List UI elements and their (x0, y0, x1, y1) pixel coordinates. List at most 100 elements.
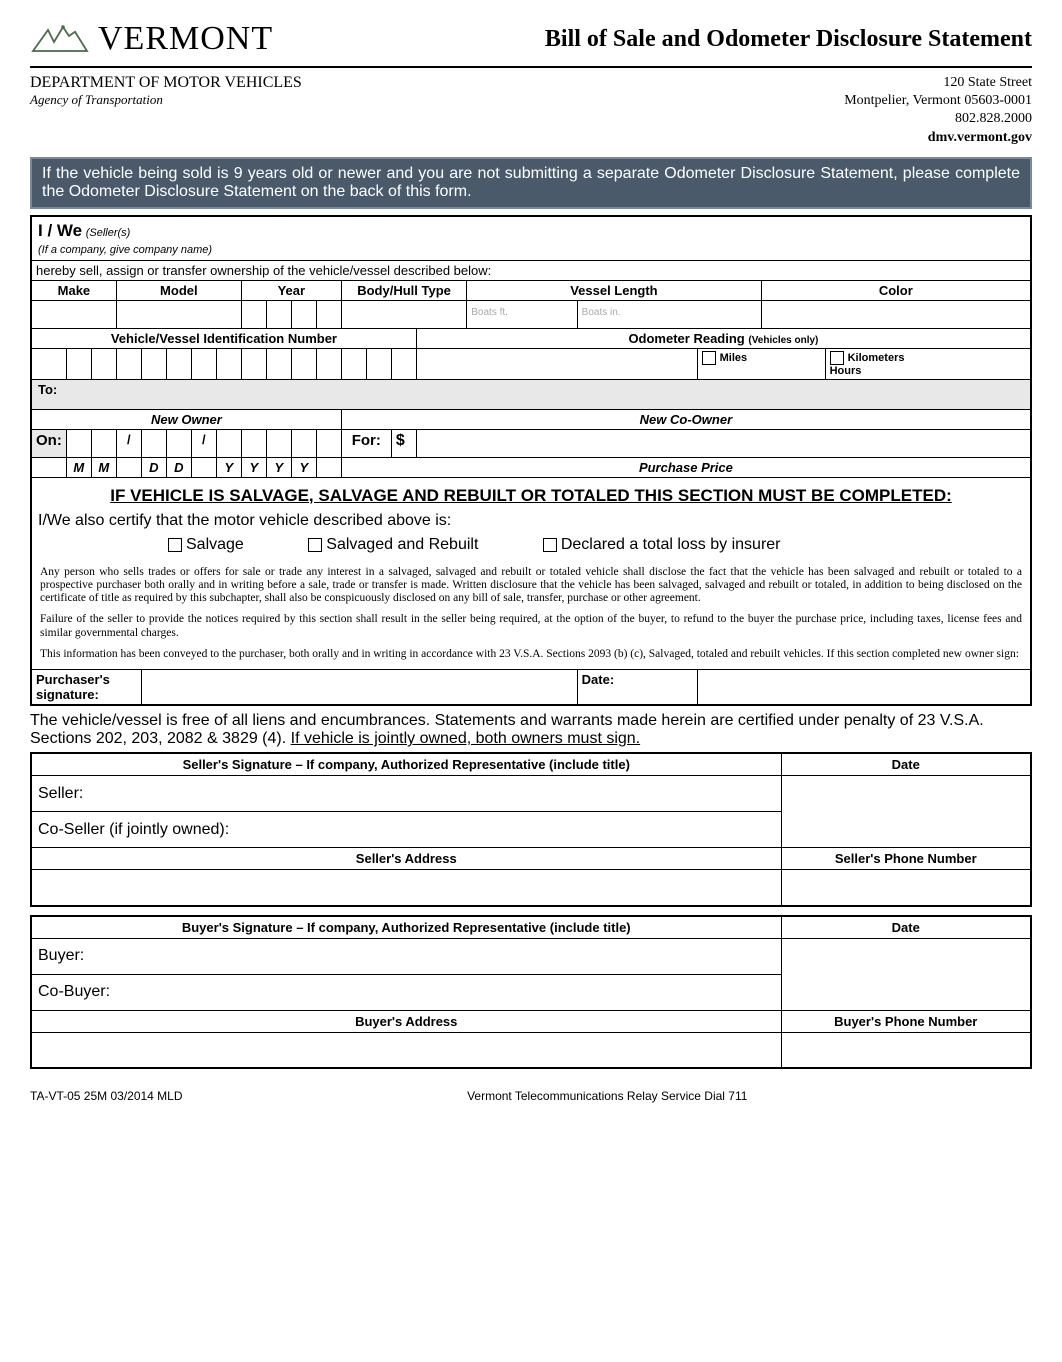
vin-3[interactable] (91, 348, 116, 379)
total-loss-checkbox[interactable] (543, 538, 557, 552)
buyer-sig-header: Buyer's Signature – If company, Authoriz… (31, 916, 781, 939)
to-label: To: (31, 379, 1031, 409)
date-y3[interactable] (266, 429, 291, 457)
seller-date-header: Date (781, 753, 1031, 776)
seller-addr-cell[interactable] (31, 870, 781, 906)
date-y1[interactable] (216, 429, 241, 457)
on-label: On: (31, 429, 66, 457)
page-title: Bill of Sale and Odometer Disclosure Sta… (545, 26, 1032, 53)
new-owner-hdr: New Owner (31, 409, 341, 429)
address-phone: 802.828.2000 (844, 110, 1032, 128)
model-input[interactable] (116, 300, 241, 328)
free-of-liens-text: The vehicle/vessel is free of all liens … (30, 712, 1032, 748)
sub-y1: Y (216, 457, 241, 477)
body-input[interactable] (341, 300, 466, 328)
date-sep2: / (191, 429, 216, 457)
date-y4[interactable] (291, 429, 316, 457)
iwe-cell: I / We (Seller(s) (If a company, give co… (31, 216, 1031, 261)
col-year: Year (241, 280, 341, 300)
odom-value[interactable] (416, 348, 697, 379)
vin-14[interactable] (366, 348, 391, 379)
salvage-rebuilt-checkbox[interactable] (308, 538, 322, 552)
miles-checkbox[interactable] (702, 351, 716, 365)
purchaser-sig-field[interactable] (141, 670, 577, 706)
buyer-phone-header: Buyer's Phone Number (781, 1010, 1031, 1032)
vessel-ft[interactable]: Boats ft. (467, 300, 577, 328)
buyer-phone-cell[interactable] (781, 1032, 1031, 1068)
purchaser-sig-label: Purchaser's signature: (31, 670, 141, 706)
year-d4[interactable] (316, 300, 341, 328)
make-input[interactable] (31, 300, 116, 328)
vin-6[interactable] (166, 348, 191, 379)
date-m2[interactable] (91, 429, 116, 457)
vin-1[interactable] (31, 348, 66, 379)
vin-8[interactable] (216, 348, 241, 379)
subheader: DEPARTMENT OF MOTOR VEHICLES Agency of T… (30, 74, 1032, 147)
vin-2[interactable] (66, 348, 91, 379)
vin-11[interactable] (291, 348, 316, 379)
date-m1[interactable] (66, 429, 91, 457)
vin-12[interactable] (316, 348, 341, 379)
salvage-para3: This information has been conveyed to th… (38, 644, 1024, 665)
for-label: For: (341, 429, 391, 457)
buyer-signature-table: Buyer's Signature – If company, Authoriz… (30, 915, 1032, 1070)
vin-5[interactable] (141, 348, 166, 379)
col-body: Body/Hull Type (341, 280, 466, 300)
salvage-certify: I/We also certify that the motor vehicle… (38, 510, 1024, 536)
address-line2: Montpelier, Vermont 05603-0001 (844, 92, 1032, 110)
footer-center: Vermont Telecommunications Relay Service… (467, 1089, 747, 1103)
coseller-sig-cell[interactable]: Co-Seller (if jointly owned): (31, 812, 781, 848)
vessel-in[interactable]: Boats in. (577, 300, 761, 328)
sub-y3: Y (266, 457, 291, 477)
new-coowner-hdr: New Co-Owner (341, 409, 1031, 429)
year-d1[interactable] (241, 300, 266, 328)
date-d2[interactable] (166, 429, 191, 457)
notice-bar: If the vehicle being sold is 9 years old… (30, 157, 1032, 209)
year-d2[interactable] (266, 300, 291, 328)
col-color: Color (761, 280, 1031, 300)
purchaser-date-field[interactable] (697, 670, 1031, 706)
salvage-para1: Any person who sells trades or offers fo… (38, 562, 1024, 610)
cobuyer-sig-cell[interactable]: Co-Buyer: (31, 974, 781, 1010)
col-vessel-length: Vessel Length (467, 280, 761, 300)
salvage-section: IF VEHICLE IS SALVAGE, SALVAGE AND REBUI… (31, 477, 1031, 669)
seller-sig-cell[interactable]: Seller: (31, 776, 781, 812)
date-sep1: / (116, 429, 141, 457)
col-model: Model (116, 280, 241, 300)
vin-15[interactable] (391, 348, 416, 379)
vin-13[interactable] (341, 348, 366, 379)
buyer-sig-cell[interactable]: Buyer: (31, 938, 781, 974)
vermont-logo-icon (30, 21, 90, 57)
logo-area: VERMONT (30, 20, 273, 58)
col-vin: Vehicle/Vessel Identification Number (31, 328, 416, 348)
vin-7[interactable] (191, 348, 216, 379)
odom-km-hours[interactable]: KilometersHours (825, 348, 1031, 379)
odom-miles[interactable]: Miles (697, 348, 825, 379)
vin-9[interactable] (241, 348, 266, 379)
date-y2[interactable] (241, 429, 266, 457)
salvage-header: IF VEHICLE IS SALVAGE, SALVAGE AND REBUI… (38, 482, 1024, 510)
buyer-addr-cell[interactable] (31, 1032, 781, 1068)
price-input[interactable] (416, 429, 1031, 457)
purchaser-date-label: Date: (577, 670, 697, 706)
sub-y4: Y (291, 457, 316, 477)
km-checkbox[interactable] (830, 351, 844, 365)
date-d1[interactable] (141, 429, 166, 457)
color-input[interactable] (761, 300, 1031, 328)
vin-4[interactable] (116, 348, 141, 379)
salvage-options: Salvage Salvaged and Rebuilt Declared a … (38, 536, 1024, 562)
logo-text: VERMONT (98, 20, 273, 58)
seller-sig-header: Seller's Signature – If company, Authori… (31, 753, 781, 776)
seller-date-cell[interactable] (781, 776, 1031, 848)
agency-name: Agency of Transportation (30, 92, 302, 108)
buyer-date-cell[interactable] (781, 938, 1031, 1010)
sub-m2: M (91, 457, 116, 477)
dollar-sign: $ (391, 429, 416, 457)
salvage-checkbox[interactable] (168, 538, 182, 552)
seller-phone-cell[interactable] (781, 870, 1031, 906)
department-name: DEPARTMENT OF MOTOR VEHICLES (30, 74, 302, 92)
date-spacer (316, 429, 341, 457)
vin-10[interactable] (266, 348, 291, 379)
year-d3[interactable] (291, 300, 316, 328)
sub-y2: Y (241, 457, 266, 477)
